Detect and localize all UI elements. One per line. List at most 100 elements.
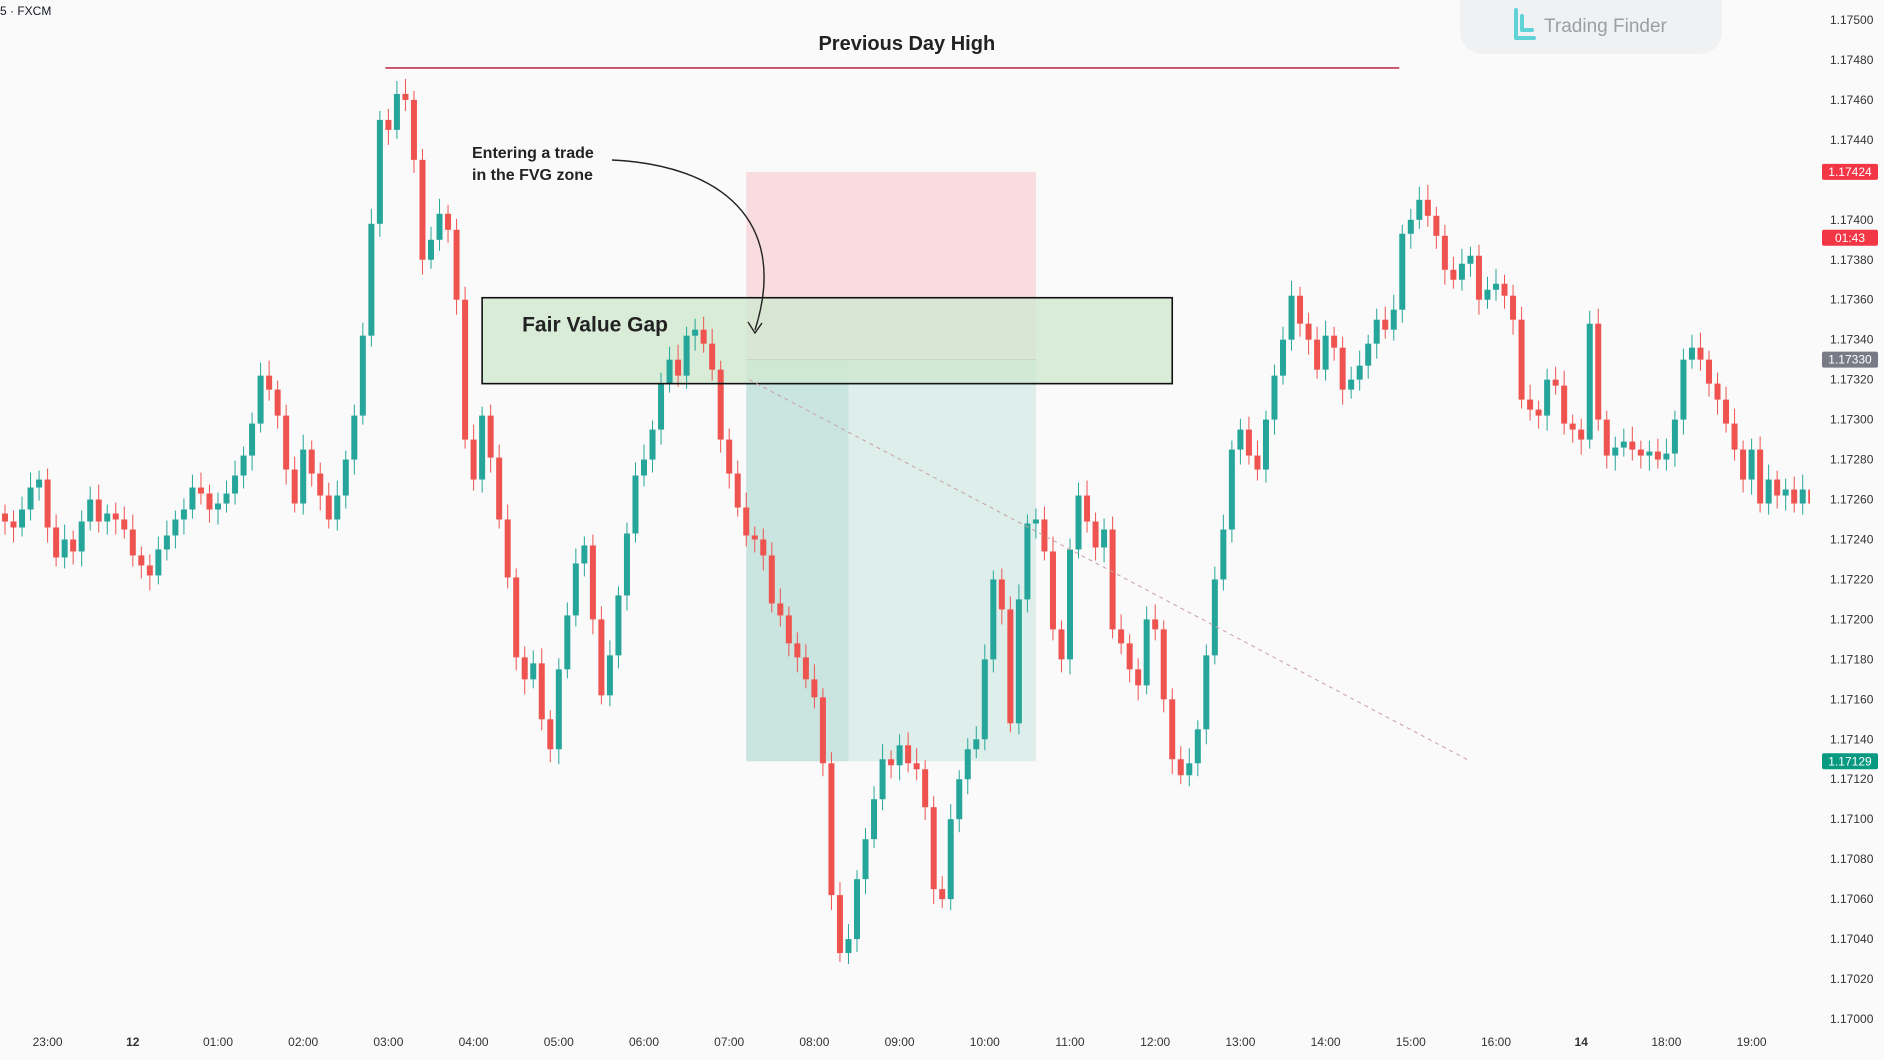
candle xyxy=(393,80,400,139)
candle xyxy=(1339,336,1346,405)
candle xyxy=(342,450,349,509)
candle-body xyxy=(87,499,94,522)
candle-body xyxy=(1518,319,1525,400)
candle xyxy=(922,760,929,821)
candle xyxy=(436,198,443,251)
x-tick-label: 09:00 xyxy=(885,1035,915,1049)
candle xyxy=(44,468,51,543)
y-tick-label: 1.17000 xyxy=(1830,1012,1874,1026)
candle-body xyxy=(436,213,443,240)
candle-body xyxy=(215,503,221,510)
candle xyxy=(845,924,852,965)
x-tick-label: 03:00 xyxy=(373,1035,403,1049)
candle-body xyxy=(1331,335,1338,348)
candle xyxy=(1706,350,1712,397)
candle-body xyxy=(513,577,520,658)
candle-body xyxy=(1586,323,1593,440)
candle xyxy=(223,480,230,513)
candle xyxy=(36,470,43,501)
candle xyxy=(1569,414,1576,443)
candle-body xyxy=(1458,263,1465,280)
candle xyxy=(564,602,571,679)
fvg-zone-border xyxy=(481,296,1174,385)
candle-body xyxy=(811,679,818,698)
candle xyxy=(291,456,298,513)
candle-body xyxy=(1160,629,1167,700)
candle-body xyxy=(1109,529,1116,630)
y-tick-label: 1.17140 xyxy=(1830,732,1874,746)
price-tag-label: 01:43 xyxy=(1835,231,1865,245)
candles-layer xyxy=(2,78,1832,965)
candle-body xyxy=(1671,419,1678,454)
annotation-arrow xyxy=(611,159,765,331)
y-tick-label: 1.17040 xyxy=(1830,932,1874,946)
candle xyxy=(1688,334,1695,369)
candle-body xyxy=(1450,269,1457,280)
candle-body xyxy=(121,519,128,530)
candle xyxy=(1714,372,1721,415)
candle xyxy=(726,428,733,489)
candle-body xyxy=(981,659,988,740)
candle xyxy=(1288,280,1295,351)
candle-body xyxy=(291,469,298,504)
candle-body xyxy=(1152,619,1159,630)
candle xyxy=(743,492,750,547)
candle-body xyxy=(257,375,264,424)
candle-body xyxy=(1740,449,1747,480)
candle xyxy=(1245,416,1252,465)
x-tick-label: 15:00 xyxy=(1396,1035,1426,1049)
y-tick-label: 1.17500 xyxy=(1830,13,1874,27)
candle-body xyxy=(359,335,366,416)
candle-body xyxy=(606,655,613,696)
candle xyxy=(794,632,801,673)
candle xyxy=(1331,326,1338,361)
fvg-zone-fill xyxy=(482,297,1173,384)
candle-body xyxy=(1297,295,1304,324)
candle-body xyxy=(777,603,784,616)
candle xyxy=(1143,606,1150,695)
candle xyxy=(828,752,835,911)
candle-body xyxy=(206,493,213,510)
candle xyxy=(334,480,341,531)
candle xyxy=(836,882,843,963)
candle-body xyxy=(1245,429,1252,456)
candle-body xyxy=(700,329,707,344)
candle-body xyxy=(1552,379,1559,386)
candle-body xyxy=(146,565,153,576)
candle xyxy=(410,90,417,173)
candle-body xyxy=(487,415,494,458)
candle-body xyxy=(547,719,554,750)
candle xyxy=(973,726,980,759)
candle-body xyxy=(36,479,43,488)
candle-body xyxy=(615,595,622,656)
candle-body xyxy=(155,549,162,576)
take-profit-progress-zone xyxy=(746,359,849,762)
candle-body xyxy=(180,509,187,520)
candle xyxy=(1484,276,1491,309)
candle xyxy=(249,412,256,471)
candle xyxy=(112,502,119,535)
x-tick-label: 16:00 xyxy=(1481,1035,1511,1049)
candle xyxy=(555,658,562,765)
candle-body xyxy=(1101,529,1108,548)
candle xyxy=(623,522,630,611)
candle-body xyxy=(1280,339,1286,376)
price-tag-label: 1.17129 xyxy=(1828,754,1872,768)
candle xyxy=(155,536,162,585)
candle xyxy=(615,586,622,669)
candle-body xyxy=(1135,669,1142,686)
candle xyxy=(1680,348,1687,435)
candle-body xyxy=(675,359,682,376)
candle xyxy=(538,648,545,731)
candle xyxy=(351,404,358,475)
candle-body xyxy=(504,519,511,578)
candle xyxy=(1075,482,1082,559)
candle xyxy=(453,218,460,315)
candle-body xyxy=(1774,479,1781,496)
fvg-label: Fair Value Gap xyxy=(522,314,668,337)
candle-body xyxy=(1663,453,1670,460)
candle-body xyxy=(283,415,290,470)
candle xyxy=(180,498,187,535)
